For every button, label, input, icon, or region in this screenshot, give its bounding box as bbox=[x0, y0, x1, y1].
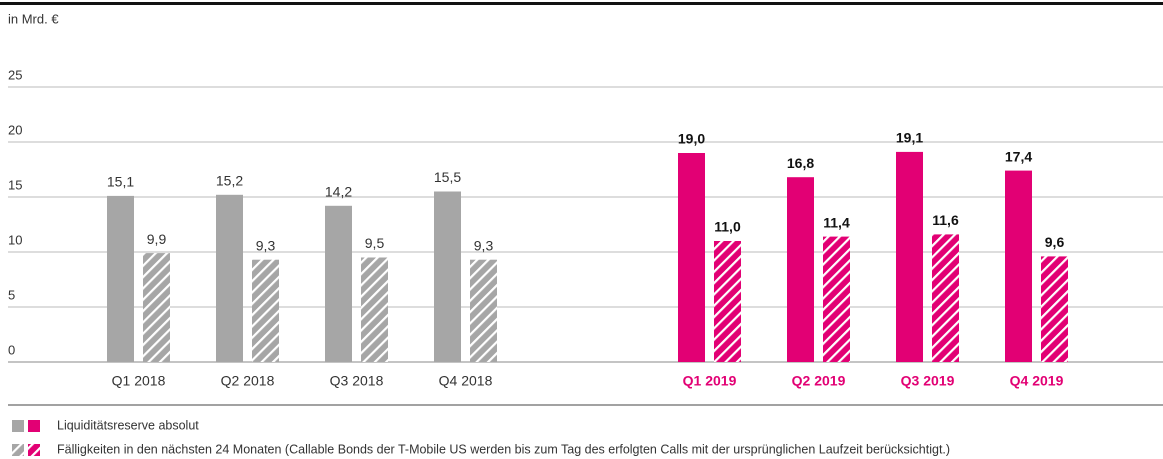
legend-swatch bbox=[28, 420, 40, 432]
y-tick-label: 25 bbox=[8, 67, 22, 82]
bar bbox=[714, 241, 741, 362]
bar bbox=[787, 177, 814, 362]
legend-swatch bbox=[12, 444, 24, 456]
value-label: 9,9 bbox=[147, 231, 167, 247]
bar bbox=[361, 257, 388, 362]
top-rule bbox=[0, 2, 1163, 5]
bar bbox=[470, 259, 497, 362]
value-label: 11,4 bbox=[823, 214, 850, 230]
x-tick-label: Q2 2018 bbox=[221, 373, 275, 389]
value-label: 17,4 bbox=[1005, 148, 1032, 164]
x-tick-label: Q1 2019 bbox=[683, 373, 737, 389]
bar bbox=[216, 194, 243, 362]
bar bbox=[932, 234, 959, 362]
x-tick-label: Q3 2018 bbox=[330, 373, 384, 389]
value-label: 14,2 bbox=[325, 184, 352, 200]
bar bbox=[434, 191, 461, 362]
bar bbox=[1005, 170, 1032, 362]
value-label: 15,5 bbox=[434, 169, 461, 185]
x-tick-label: Q4 2018 bbox=[439, 373, 493, 389]
x-tick-label: Q4 2019 bbox=[1010, 373, 1064, 389]
value-label: 11,6 bbox=[932, 212, 959, 228]
legend-label: Fälligkeiten in den nächsten 24 Monaten … bbox=[57, 442, 950, 456]
bar bbox=[823, 236, 850, 362]
unit-label: in Mrd. € bbox=[8, 11, 59, 26]
bar bbox=[252, 259, 279, 362]
legend-swatch bbox=[28, 444, 40, 456]
value-label: 11,0 bbox=[714, 219, 741, 235]
x-tick-label: Q1 2018 bbox=[112, 373, 166, 389]
value-label: 15,2 bbox=[216, 173, 243, 189]
value-label: 9,3 bbox=[256, 237, 276, 253]
x-tick-label: Q2 2019 bbox=[792, 373, 846, 389]
value-label: 9,6 bbox=[1045, 234, 1065, 250]
value-label: 19,1 bbox=[896, 130, 923, 146]
y-tick-label: 0 bbox=[8, 342, 15, 357]
legend-swatch bbox=[12, 420, 24, 432]
bar bbox=[1041, 256, 1068, 362]
bar bbox=[143, 253, 170, 362]
y-tick-label: 5 bbox=[8, 287, 15, 302]
bar bbox=[896, 151, 923, 362]
value-label: 9,3 bbox=[474, 237, 494, 253]
value-label: 19,0 bbox=[678, 131, 705, 147]
value-label: 9,5 bbox=[365, 235, 385, 251]
value-label: 16,8 bbox=[787, 155, 814, 171]
bar bbox=[325, 205, 352, 362]
y-tick-label: 20 bbox=[8, 122, 22, 137]
value-label: 15,1 bbox=[107, 174, 134, 190]
bar bbox=[678, 153, 705, 362]
legend-label: Liquiditätsreserve absolut bbox=[57, 418, 199, 432]
y-tick-label: 10 bbox=[8, 232, 22, 247]
y-tick-label: 15 bbox=[8, 177, 22, 192]
bar bbox=[107, 195, 134, 362]
x-tick-label: Q3 2019 bbox=[901, 373, 955, 389]
